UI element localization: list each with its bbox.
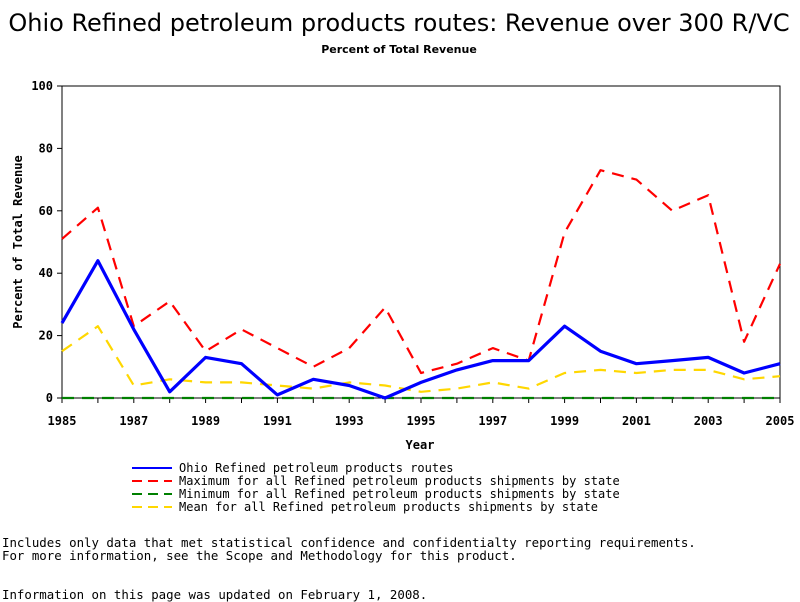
- chart-title: Ohio Refined petroleum products routes: …: [8, 9, 789, 37]
- series-layer: [60, 169, 781, 400]
- x-tick-label: 1991: [263, 414, 292, 428]
- x-tick-label: 1989: [191, 414, 220, 428]
- y-tick-label: 100: [31, 79, 53, 93]
- y-tick-label: 0: [46, 391, 53, 405]
- x-tick-label: 1985: [48, 414, 77, 428]
- x-tick-label: 2003: [694, 414, 723, 428]
- x-tick-label: 2005: [766, 414, 795, 428]
- x-axis-label: Year: [406, 438, 435, 452]
- chart-subtitle: Percent of Total Revenue: [321, 43, 477, 56]
- footnote-methodology: For more information, see the Scope and …: [2, 548, 517, 563]
- y-axis-label: Percent of Total Revenue: [11, 155, 25, 328]
- x-tick-label: 2001: [622, 414, 651, 428]
- y-tick-label: 60: [39, 204, 53, 218]
- legend-label: Ohio Refined petroleum products routes: [179, 461, 454, 475]
- footnote-updated: Information on this page was updated on …: [2, 587, 428, 602]
- series-line-1: [60, 259, 781, 400]
- x-tick-label: 1999: [550, 414, 579, 428]
- y-tick-label: 40: [39, 266, 53, 280]
- x-tick-label: 1987: [119, 414, 148, 428]
- x-tick-label: 1995: [407, 414, 436, 428]
- plot-frame: [61, 85, 781, 399]
- legend: Ohio Refined petroleum products routesMa…: [132, 461, 620, 514]
- series-line-2: [61, 169, 781, 375]
- legend-label: Maximum for all Refined petroleum produc…: [179, 474, 620, 488]
- x-tick-label: 1997: [478, 414, 507, 428]
- x-tick-label: 1993: [335, 414, 364, 428]
- x-axis: 1985 1987 1989 1991 1993 1995 1997 1999 2001 2003…: [48, 398, 795, 428]
- y-tick-label: 80: [39, 141, 53, 155]
- legend-label: Mean for all Refined petroleum products …: [179, 500, 598, 514]
- footnote-confidence: Includes only data that met statistical …: [2, 535, 696, 550]
- legend-label: Minimum for all Refined petroleum produc…: [179, 487, 620, 501]
- y-tick-label: 20: [39, 329, 53, 343]
- y-axis: 0 20 40 60 80 100: [31, 79, 62, 405]
